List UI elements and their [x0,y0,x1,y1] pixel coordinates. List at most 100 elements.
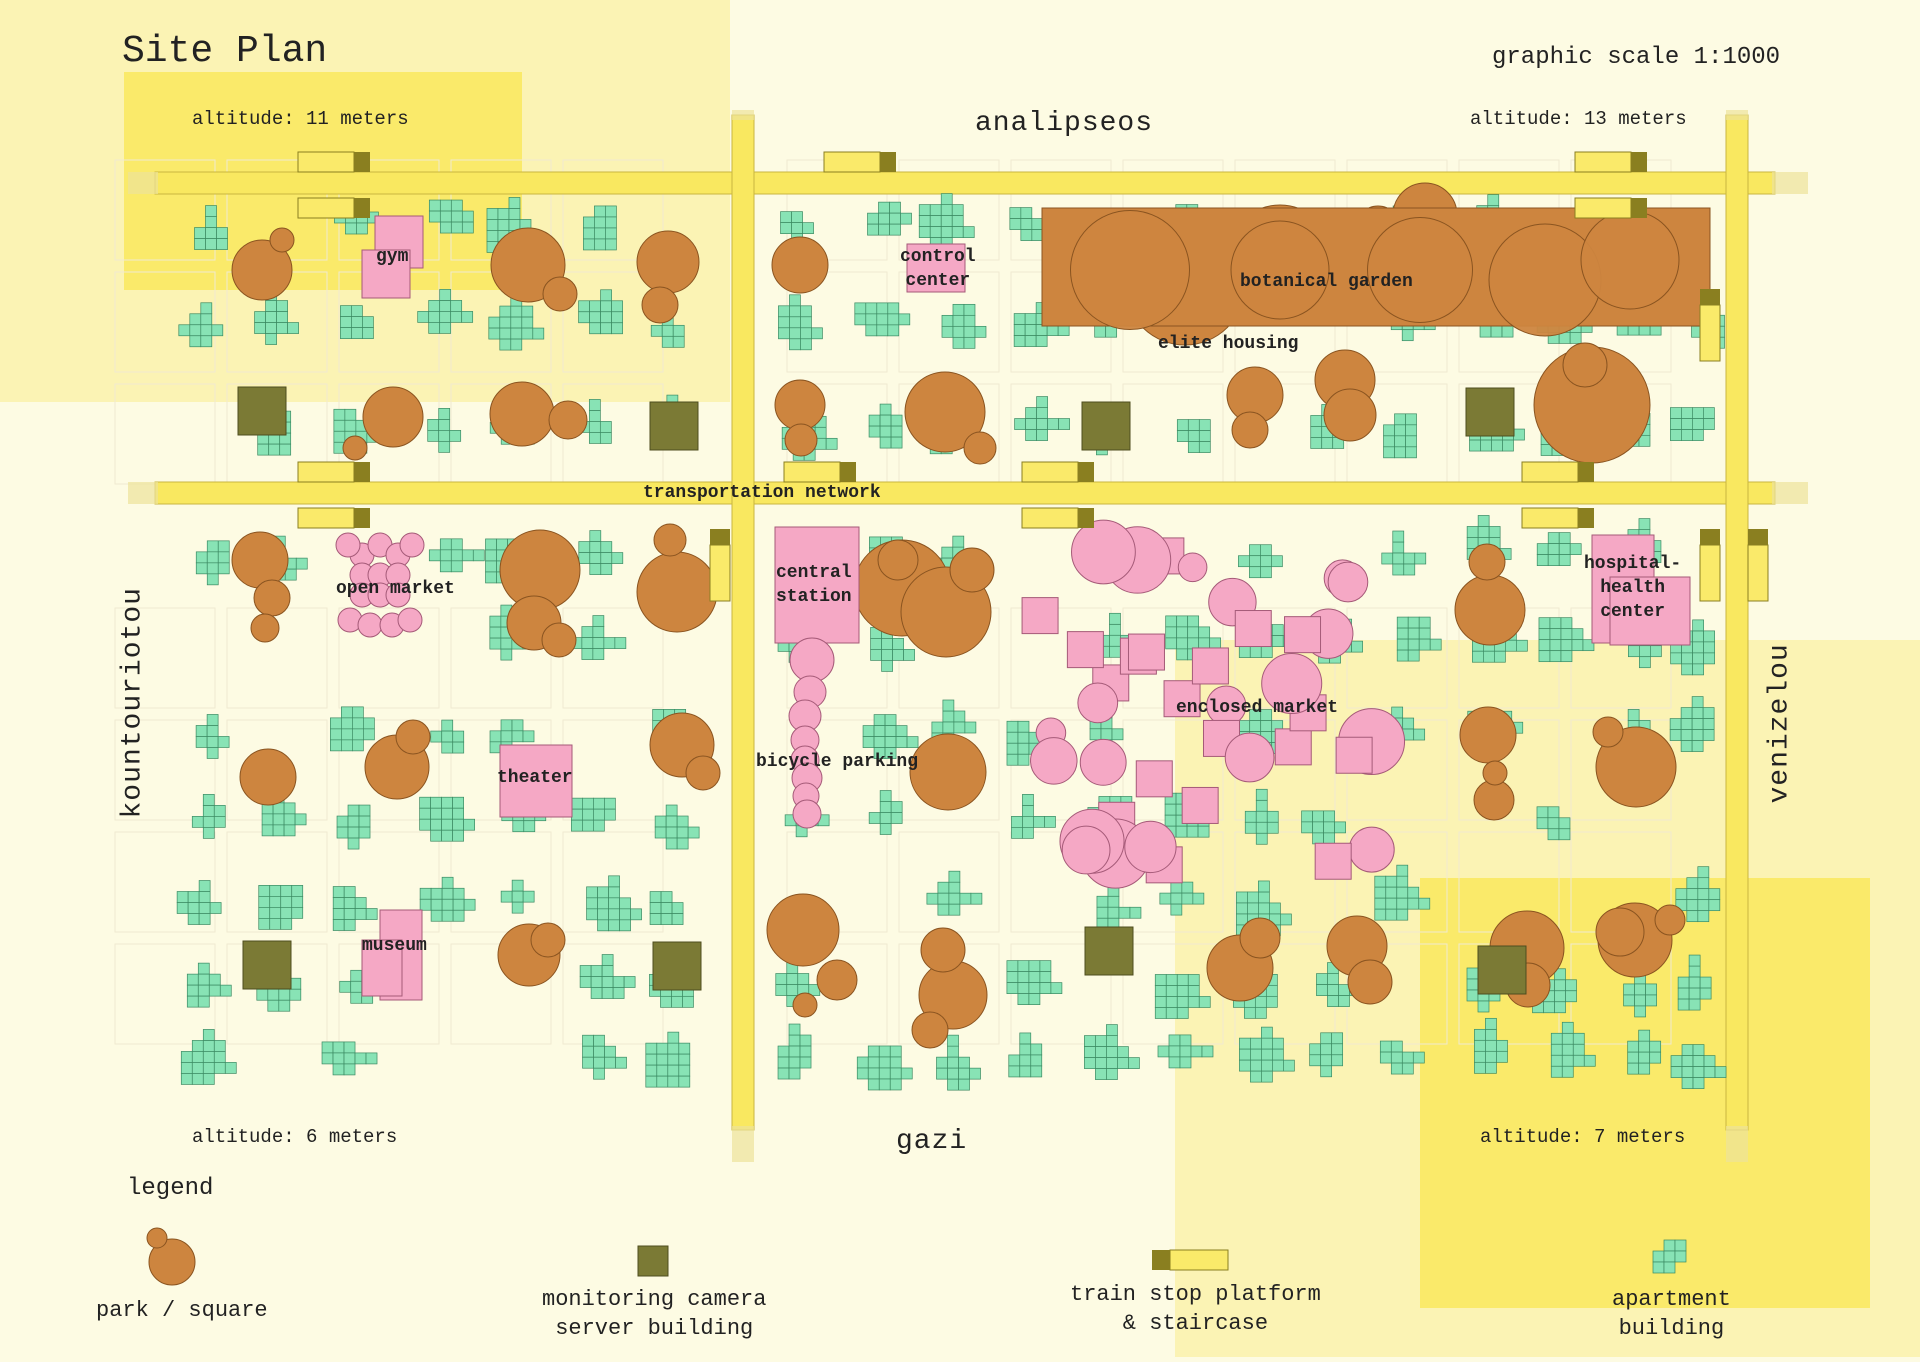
apartment-building [1176,419,1211,453]
apartment-cell [1569,332,1582,344]
central-station-label: central station [776,561,852,609]
apartment-building [1006,960,1063,1005]
apartment-cell [611,552,624,564]
apartment-cell [892,638,904,650]
apartment-cell [321,1052,334,1065]
apartment-building [1014,396,1070,441]
apartment-cell [1111,728,1124,741]
apartment-cell [1109,645,1121,658]
apartment-cell [1692,652,1704,665]
enclosed-market-circle [1061,825,1111,875]
apartment-cell [1681,1055,1694,1067]
apartment-cell [441,829,453,842]
apartment-cell [597,919,609,932]
apartment-cell [340,305,352,317]
apartment-cell [276,300,288,312]
apartment-cell [1703,1066,1716,1078]
open-market-stall [385,582,411,608]
block-outline [1346,831,1448,933]
apartment-cell [594,227,606,240]
apartment-cell [186,984,199,997]
apartment-cell [1269,902,1281,915]
apartment-cell [600,552,613,564]
enclosed-market-square [1181,786,1219,824]
apartment-cell [191,1062,204,1074]
apartment-cell [799,1056,812,1069]
hospital-line-2: health [1600,578,1666,598]
apartment-cell [1692,630,1704,643]
apartment-cell [586,886,598,899]
apartment-cell [1650,645,1662,658]
apartment-cell [581,637,594,649]
apartment-cell [1466,967,1479,980]
camera-server-building [652,941,702,991]
apartment-cell [1379,1040,1392,1053]
apartment-cell [1128,1057,1140,1069]
apartment-building [1670,407,1715,441]
apartment-cell [1485,1061,1497,1074]
apartment-cell [258,918,271,930]
apartment-cell [532,327,545,340]
apartment-cell [879,801,892,813]
park-circle [911,1011,949,1049]
apartment-cell [186,973,199,986]
apartment-cell [667,1064,680,1077]
open-market-stall [357,612,383,638]
apartment-cell [265,333,277,345]
apartment-cell [1670,1066,1683,1078]
apartment-cell [200,335,213,348]
apartment-cell [953,710,966,723]
apartment-cell [667,1042,680,1055]
apartment-cell [1017,720,1030,733]
apartment-cell [593,1034,605,1047]
apartment-cell [332,919,345,931]
apartment-cell [217,736,230,748]
block-outline [338,607,440,709]
park-circle [1459,706,1517,764]
apartment-cell [645,1042,658,1055]
apartment-building [1536,532,1582,566]
road-end [128,482,158,504]
apartment-cell [439,289,452,301]
apartment-building [579,954,636,999]
apartment-cell [597,886,609,899]
apartment-cell [441,909,454,922]
train-staircase [354,198,370,218]
apartment-cell [878,1067,891,1080]
apartment-cell [903,649,915,661]
apartment-building [1008,1032,1043,1078]
apartment-cell [1186,825,1199,838]
apartment-cell [351,305,363,317]
apartment-cell [1022,816,1034,828]
apartment-cell [365,1052,378,1065]
apartment-cell [952,303,965,316]
apartment-cell [439,210,452,223]
apartment-cell [428,199,441,212]
legend-apartment-label: apartment building [1612,1285,1731,1343]
apartment-cell [1106,1046,1118,1058]
apartment-cell [940,193,953,205]
apartment-building [1154,974,1211,1019]
apartment-cell [676,826,689,839]
apartment-cell [1394,413,1406,426]
apartment-cell [1669,729,1682,741]
apartment-cell [206,736,219,748]
apartment-cell [1547,543,1560,555]
apartment-cell [1394,435,1406,448]
enclosed-market-circle [1030,737,1078,785]
apartment-cell [1106,1057,1118,1069]
apartment-cell [1017,742,1030,755]
apartment-cell [211,324,224,337]
apartment-cell [611,322,623,335]
apartment-cell [1019,1043,1032,1056]
apartment-cell [604,1045,616,1058]
apartment-cell [592,626,605,638]
apartment-cell [1670,1055,1683,1067]
apartment-cell [450,311,463,323]
apartment-cell [1176,615,1189,628]
apartment-cell [789,327,801,340]
train-platform [709,544,731,602]
apartment-cell [789,294,801,307]
apartment-cell [1008,1054,1021,1067]
